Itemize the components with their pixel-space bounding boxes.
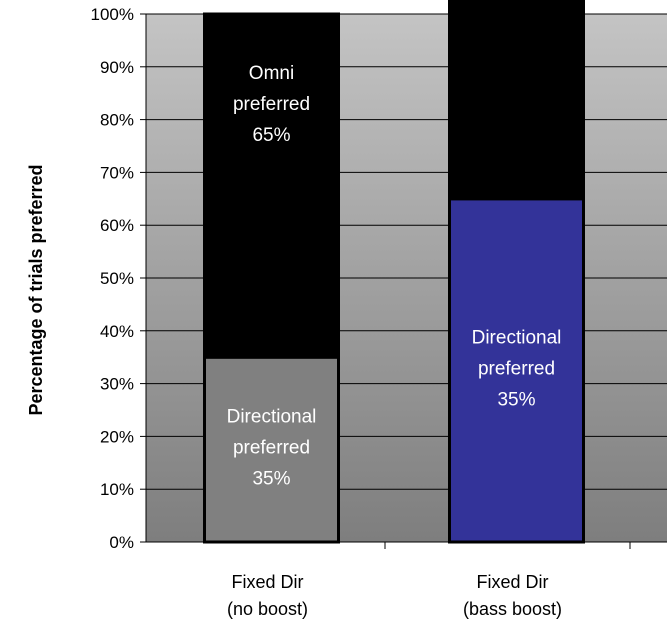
x-category-label: (bass boost)	[463, 599, 562, 619]
data-label: preferred	[478, 358, 555, 379]
y-tick-label: 0%	[109, 533, 134, 552]
x-category-label: (no boost)	[227, 599, 308, 619]
data-label: Directional	[472, 327, 562, 348]
y-tick-label: 20%	[100, 427, 134, 446]
bars: Directional preferred 35% Omni preferred 65% D…	[203, 0, 585, 544]
data-label: 35%	[252, 469, 290, 490]
y-tick-label: 70%	[100, 163, 134, 182]
y-tick-label: 90%	[100, 58, 134, 77]
axes	[140, 13, 667, 549]
y-tick-label: 100%	[91, 5, 134, 24]
data-label: preferred	[233, 94, 310, 115]
y-tick-label: 10%	[100, 480, 134, 499]
bar-segment	[448, 0, 585, 201]
x-category-labels: Fixed Dir (no boost) Fixed Dir (bass boost)	[227, 572, 562, 619]
y-tick-label: 80%	[100, 111, 134, 130]
y-tick-labels: 0% 10% 20% 30% 40% 50% 60% 70% 80% 90% 100%	[91, 5, 134, 552]
bar-segment	[203, 355, 340, 544]
y-tick-label: 40%	[100, 322, 134, 341]
bar-segment	[448, 197, 585, 544]
data-label: 35%	[497, 389, 535, 410]
bar-segment	[203, 12, 340, 359]
x-category-label: Fixed Dir	[476, 572, 548, 592]
y-tick-label: 60%	[100, 216, 134, 235]
data-label: Omni	[249, 63, 294, 84]
y-tick-label: 30%	[100, 375, 134, 394]
y-axis-label: Percentage of trials preferred	[26, 164, 46, 415]
data-label: Directional	[227, 407, 317, 428]
y-tick-label: 50%	[100, 269, 134, 288]
data-label: 65%	[252, 125, 290, 146]
data-label: preferred	[233, 438, 310, 459]
x-category-label: Fixed Dir	[231, 572, 303, 592]
